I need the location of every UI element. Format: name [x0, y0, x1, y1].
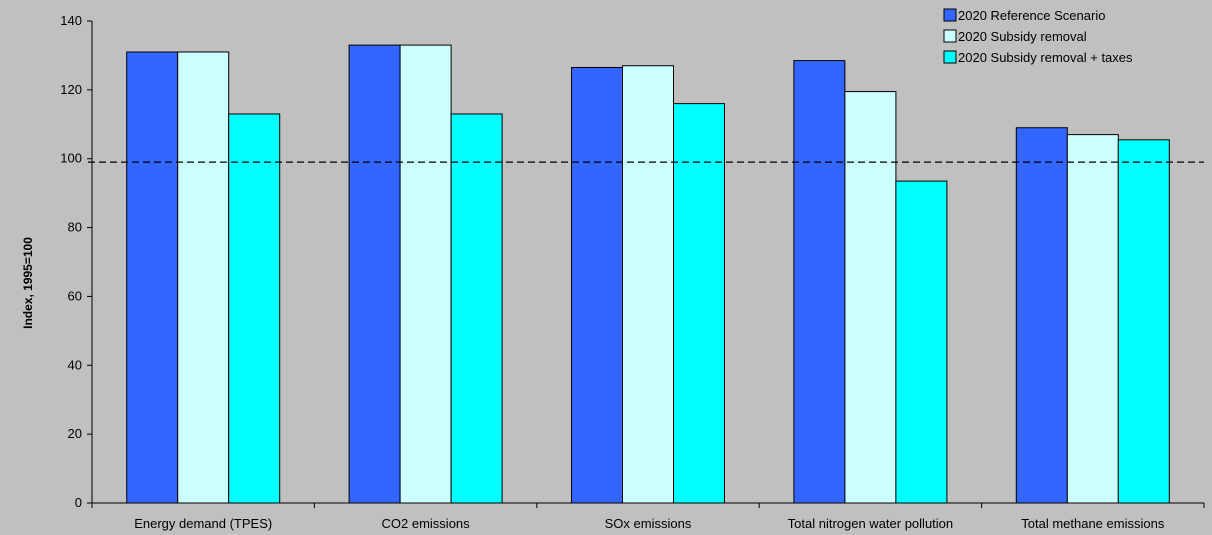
y-tick-label: 40 — [68, 357, 82, 372]
bar[interactable] — [1117, 139, 1170, 504]
y-tick-label: 140 — [60, 13, 82, 28]
y-tick-label: 0 — [75, 495, 82, 510]
bar[interactable] — [126, 51, 179, 504]
bar[interactable] — [348, 44, 401, 504]
bar[interactable] — [228, 113, 281, 504]
bar[interactable] — [399, 44, 452, 504]
legend-swatch — [943, 8, 957, 22]
y-tick-label: 60 — [68, 288, 82, 303]
legend-label: 2020 Reference Scenario — [958, 8, 1105, 23]
bar[interactable] — [844, 91, 897, 504]
bars — [126, 44, 1170, 504]
bar[interactable] — [793, 60, 846, 504]
y-tick-label: 120 — [60, 82, 82, 97]
category-label: CO2 emissions — [382, 516, 471, 531]
category-label: SOx emissions — [605, 516, 692, 531]
bar[interactable] — [450, 113, 503, 504]
legend-label: 2020 Subsidy removal + taxes — [958, 50, 1133, 65]
category-label: Total methane emissions — [1021, 516, 1165, 531]
legend-label: 2020 Subsidy removal — [958, 29, 1087, 44]
legend-swatch — [943, 50, 957, 64]
bar[interactable] — [673, 103, 725, 504]
legend-swatch — [943, 29, 957, 43]
legend[interactable]: 2020 Reference Scenario 2020 Subsidy remo… — [943, 8, 1133, 65]
bar[interactable] — [622, 65, 674, 504]
y-tick-label: 20 — [68, 426, 82, 441]
category-labels: Energy demand (TPES) CO2 emissions SOx emi… — [134, 516, 1165, 531]
y-axis-title: Index, 1995=100 — [21, 237, 35, 329]
y-tick-label: 100 — [60, 151, 82, 166]
category-label: Energy demand (TPES) — [134, 516, 272, 531]
bar[interactable] — [1066, 134, 1119, 504]
bar[interactable] — [895, 180, 948, 504]
bar[interactable] — [571, 66, 623, 504]
category-label: Total nitrogen water pollution — [788, 516, 954, 531]
bar[interactable] — [177, 51, 230, 504]
y-tick-label: 80 — [68, 220, 82, 235]
bar[interactable] — [1015, 127, 1068, 504]
